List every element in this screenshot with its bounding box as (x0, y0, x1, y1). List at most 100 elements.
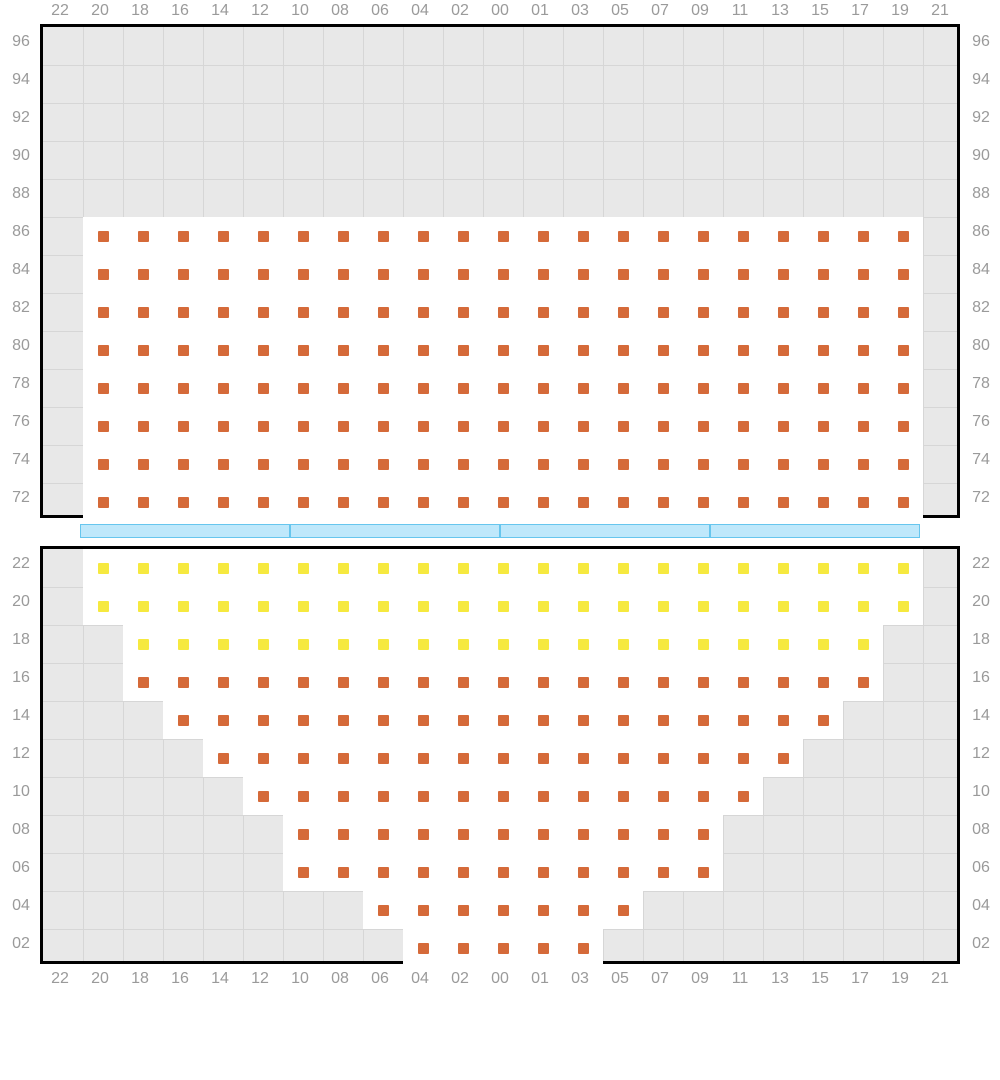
seat-dot (138, 231, 149, 242)
seat-dot (738, 715, 749, 726)
seat-dot (138, 269, 149, 280)
seat-dot (698, 421, 709, 432)
seat-dot (458, 791, 469, 802)
row-label-left: 12 (6, 745, 36, 763)
seat-dot (378, 269, 389, 280)
seat-dot (218, 601, 229, 612)
seat-dot (458, 601, 469, 612)
seat-dot (98, 307, 109, 318)
seat-dot (378, 829, 389, 840)
seat-dot (178, 601, 189, 612)
seat-dot (258, 601, 269, 612)
seat-dot (858, 345, 869, 356)
seat-dot (538, 269, 549, 280)
seat-dot (778, 345, 789, 356)
seat-dot (258, 269, 269, 280)
seat-dot (258, 231, 269, 242)
seat-dot (258, 715, 269, 726)
seat-dot (818, 345, 829, 356)
seat-dot (778, 421, 789, 432)
seat-dot (578, 601, 589, 612)
seat-dot (818, 231, 829, 242)
seat-dot (298, 563, 309, 574)
seat-dot (898, 345, 909, 356)
seat-dot (98, 421, 109, 432)
col-label-bottom: 19 (885, 970, 915, 988)
seat-dot (538, 943, 549, 954)
row-label-right: 20 (966, 593, 996, 611)
seat-dot (698, 497, 709, 508)
seat-dot (858, 601, 869, 612)
seat-dot (338, 639, 349, 650)
seat-dot (98, 601, 109, 612)
seat-dot (658, 753, 669, 764)
seat-dot (738, 677, 749, 688)
seat-dot (138, 345, 149, 356)
seat-dot (618, 601, 629, 612)
seat-dot (658, 791, 669, 802)
col-label-top: 11 (725, 2, 755, 20)
seat-dot (458, 829, 469, 840)
row-label-right: 10 (966, 783, 996, 801)
seat-dot (738, 345, 749, 356)
seat-dot (338, 677, 349, 688)
col-label-bottom: 04 (405, 970, 435, 988)
seat-dot (418, 639, 429, 650)
seat-dot (698, 791, 709, 802)
seat-dot (338, 459, 349, 470)
seat-dot (778, 497, 789, 508)
seat-dot (378, 383, 389, 394)
seat-dot (458, 905, 469, 916)
seat-dot (898, 383, 909, 394)
seat-dot (458, 421, 469, 432)
seat-dot (298, 459, 309, 470)
seat-dot (218, 639, 229, 650)
seat-dot (578, 677, 589, 688)
bottom-section (40, 546, 960, 964)
col-label-top: 14 (205, 2, 235, 20)
row-label-left: 88 (6, 185, 36, 203)
col-label-top: 04 (405, 2, 435, 20)
seat-dot (378, 867, 389, 878)
seat-dot (378, 421, 389, 432)
seat-dot (898, 231, 909, 242)
seat-dot (578, 269, 589, 280)
seat-dot (498, 383, 509, 394)
seat-dot (378, 345, 389, 356)
seat-dot (898, 421, 909, 432)
seat-dot (538, 459, 549, 470)
seat-dot (378, 307, 389, 318)
seat-dot (418, 829, 429, 840)
seat-dot (378, 791, 389, 802)
seat-dot (458, 943, 469, 954)
seat-dot (138, 563, 149, 574)
seat-dot (418, 715, 429, 726)
seat-dot (538, 601, 549, 612)
seat-dot (658, 867, 669, 878)
seat-dot (178, 563, 189, 574)
col-label-top: 06 (365, 2, 395, 20)
row-label-right: 88 (966, 185, 996, 203)
seat-dot (618, 639, 629, 650)
seat-dot (898, 269, 909, 280)
seat-dot (858, 497, 869, 508)
seat-dot (378, 563, 389, 574)
row-label-right: 76 (966, 413, 996, 431)
row-label-right: 94 (966, 71, 996, 89)
seat-dot (218, 421, 229, 432)
seat-dot (618, 345, 629, 356)
col-label-top: 02 (445, 2, 475, 20)
seat-dot (498, 421, 509, 432)
blue-bar-segment (500, 524, 710, 538)
col-label-top: 15 (805, 2, 835, 20)
seat-dot (738, 459, 749, 470)
row-label-left: 82 (6, 299, 36, 317)
seat-dot (778, 677, 789, 688)
seat-dot (738, 497, 749, 508)
col-label-bottom: 01 (525, 970, 555, 988)
row-label-left: 96 (6, 33, 36, 51)
col-label-top: 07 (645, 2, 675, 20)
seat-dot (258, 753, 269, 764)
seat-dot (658, 639, 669, 650)
seat-dot (858, 677, 869, 688)
